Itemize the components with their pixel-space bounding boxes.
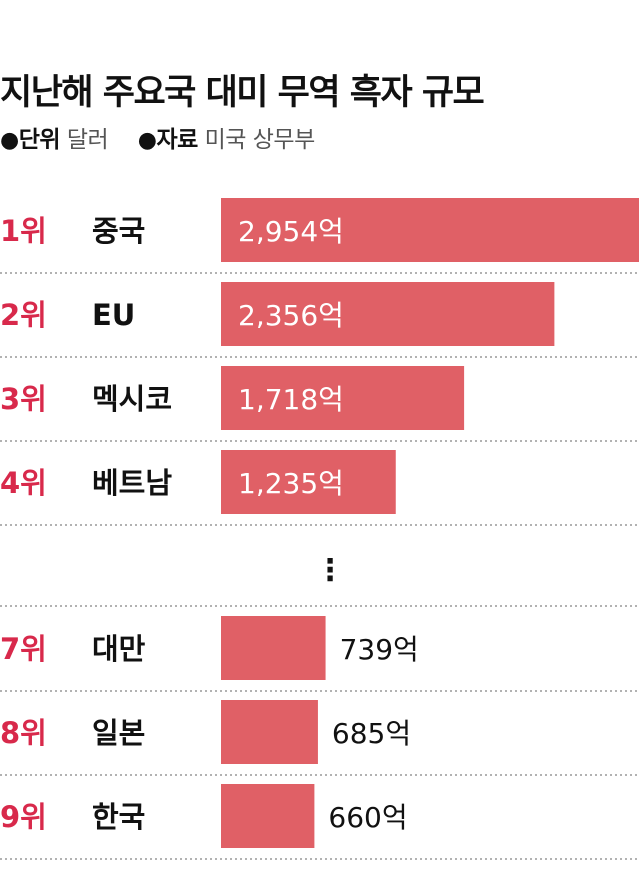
rank-label: 3위 (0, 382, 47, 416)
country-label: 멕시코 (92, 382, 172, 416)
unit-label: 단위 (18, 127, 61, 153)
rank-label: 1위 (0, 214, 47, 248)
rank-label: 4위 (0, 466, 47, 500)
country-label: 대만 (92, 632, 146, 666)
country-label: 일본 (92, 716, 145, 750)
bar (221, 616, 326, 680)
chart-meta: ●단위 달러 ●자료 미국 상무부 (0, 120, 315, 154)
value-label: 2,954억 (238, 215, 344, 248)
country-label: 중국 (92, 214, 145, 248)
value-label: 660억 (328, 801, 407, 834)
bar (221, 700, 318, 764)
country-label: EU (92, 298, 135, 332)
bullet-icon: ● (0, 128, 19, 153)
value-label: 1,235억 (238, 467, 344, 500)
rank-label: 7위 (0, 632, 47, 666)
bar (221, 282, 555, 346)
value-label: 1,718억 (238, 383, 344, 416)
rank-label: 9위 (0, 800, 47, 834)
value-label: 739억 (340, 633, 419, 666)
rank-label: 2위 (0, 298, 47, 332)
bar (221, 450, 396, 514)
bar (221, 784, 315, 848)
source-value: 미국 상무부 (204, 127, 316, 153)
bullet-icon: ● (137, 128, 157, 153)
value-label: 685억 (332, 717, 411, 750)
bar (221, 366, 465, 430)
chart-title: 지난해 주요국 대미 무역 흑자 규모 (0, 73, 485, 113)
source-label: 자료 (156, 127, 199, 153)
unit-value: 달러 (66, 127, 109, 153)
ellipsis-icon: ⋮ (315, 553, 345, 588)
bar (221, 198, 639, 262)
country-label: 베트남 (92, 466, 172, 500)
country-label: 한국 (92, 800, 145, 834)
value-label: 2,356억 (238, 299, 344, 332)
rank-label: 8위 (0, 716, 47, 750)
